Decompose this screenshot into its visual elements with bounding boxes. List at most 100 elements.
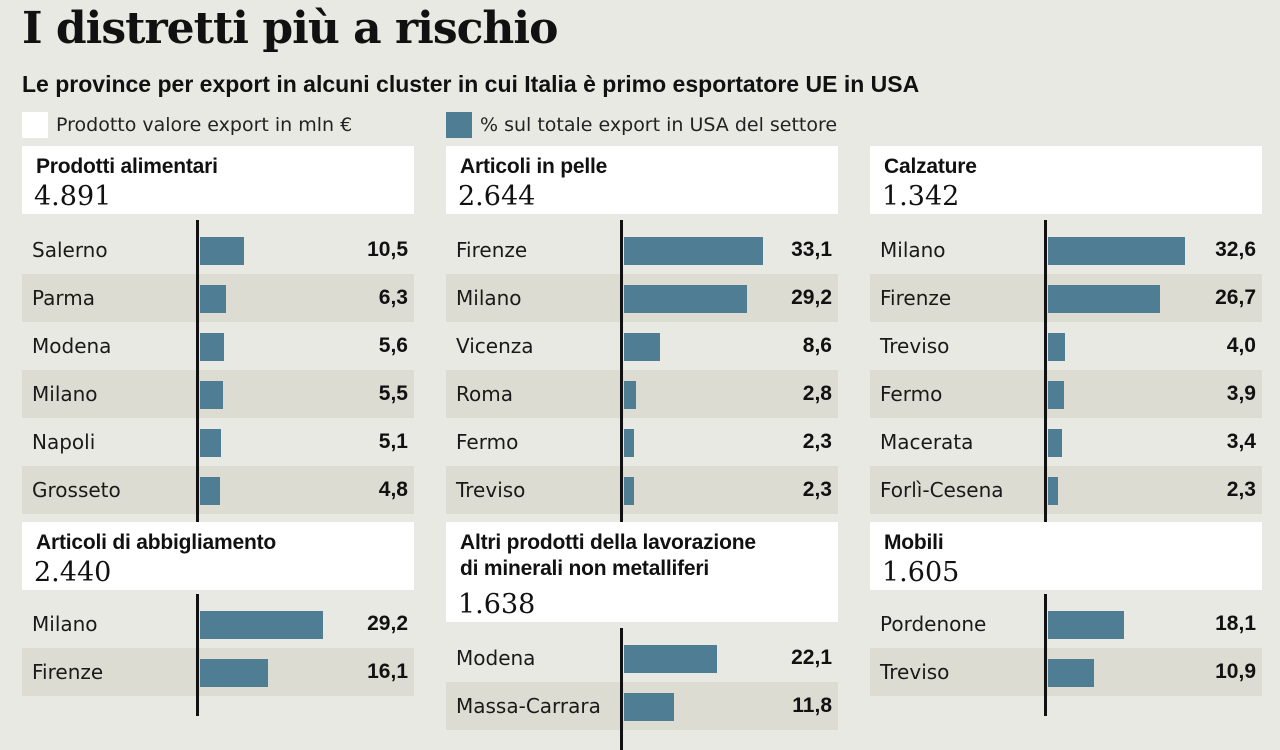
- share-bar: [624, 693, 674, 721]
- province-name: Grosseto: [32, 478, 121, 502]
- sector-total-export: 2.644: [458, 181, 536, 212]
- share-bar: [200, 381, 223, 409]
- share-bar: [1048, 237, 1185, 265]
- province-name: Firenze: [880, 286, 952, 310]
- province-row: Treviso 4,0: [870, 322, 1262, 370]
- page-subtitle: Le province per export in alcuni cluster…: [22, 71, 920, 97]
- share-value-label: 3,4: [1226, 430, 1256, 453]
- sector-total-export: 4.891: [34, 181, 112, 212]
- province-row: Treviso 10,9: [870, 648, 1262, 696]
- province-name: Treviso: [456, 478, 526, 502]
- panel-header: Altri prodotti della lavorazione di mine…: [446, 522, 838, 622]
- province-name: Roma: [456, 382, 513, 406]
- province-row: Milano 29,2: [446, 274, 838, 322]
- share-bar: [200, 611, 323, 639]
- share-value-label: 2,3: [802, 430, 832, 453]
- legend-percent-share-label: % sul totale export in USA del settore: [480, 114, 838, 136]
- province-row: Fermo 3,9: [870, 370, 1262, 418]
- legend-bar-swatch: [446, 112, 472, 138]
- share-value-label: 2,3: [802, 478, 832, 501]
- province-row: Firenze 33,1: [446, 226, 838, 274]
- share-bar: [1048, 477, 1058, 505]
- share-bar: [200, 285, 226, 313]
- province-name: Modena: [32, 334, 112, 358]
- province-row: Milano 5,5: [22, 370, 414, 418]
- sector-total-export: 1.605: [882, 557, 960, 588]
- sector-total-export: 1.342: [882, 181, 960, 212]
- province-name: Treviso: [880, 660, 950, 684]
- sector-name: Articoli in pelle: [460, 155, 608, 178]
- bar-axis-line: [196, 220, 199, 534]
- share-bar: [624, 237, 763, 265]
- share-value-label: 4,8: [378, 478, 408, 501]
- share-bar: [1048, 659, 1094, 687]
- province-name: Salerno: [32, 238, 108, 262]
- share-value-label: 22,1: [791, 646, 832, 669]
- panel-header: Mobili 1.605: [870, 522, 1262, 590]
- page-title: I distretti più a rischio: [22, 3, 558, 54]
- share-value-label: 10,5: [367, 238, 408, 261]
- share-bar: [624, 429, 634, 457]
- province-row: Grosseto 4,8: [22, 466, 414, 514]
- sector-name: Mobili: [884, 531, 944, 554]
- share-bar: [624, 333, 660, 361]
- province-row: Roma 2,8: [446, 370, 838, 418]
- share-bar: [200, 333, 224, 361]
- legend-export-value: Prodotto valore export in mln €: [22, 111, 352, 139]
- province-row: Milano 32,6: [870, 226, 1262, 274]
- share-value-label: 3,9: [1226, 382, 1256, 405]
- share-value-label: 2,8: [802, 382, 832, 405]
- sector-name: Articoli di abbigliamento: [36, 531, 277, 554]
- province-name: Pordenone: [880, 612, 987, 636]
- share-value-label: 4,0: [1226, 334, 1256, 357]
- province-row: Firenze 16,1: [22, 648, 414, 696]
- panel-header: Prodotti alimentari 4.891: [22, 146, 414, 214]
- share-bar: [200, 237, 244, 265]
- province-row: Modena 22,1: [446, 634, 838, 682]
- bar-axis-line: [620, 628, 623, 750]
- province-name: Massa-Carrara: [456, 694, 601, 718]
- share-value-label: 26,7: [1215, 286, 1256, 309]
- share-value-label: 6,3: [378, 286, 408, 309]
- share-bar: [200, 477, 220, 505]
- share-value-label: 5,5: [378, 382, 408, 405]
- share-value-label: 5,1: [378, 430, 408, 453]
- share-bar: [624, 477, 634, 505]
- province-row: Pordenone 18,1: [870, 600, 1262, 648]
- province-name: Macerata: [880, 430, 974, 454]
- share-bar: [1048, 285, 1160, 313]
- share-bar: [1048, 429, 1062, 457]
- share-bar: [624, 381, 636, 409]
- sector-name: Altri prodotti della lavorazione di mine…: [460, 531, 756, 580]
- bar-axis-line: [1044, 220, 1047, 534]
- province-name: Modena: [456, 646, 536, 670]
- share-value-label: 33,1: [791, 238, 832, 261]
- sector-total-export: 2.440: [34, 557, 112, 588]
- share-value-label: 32,6: [1215, 238, 1256, 261]
- province-row: Firenze 26,7: [870, 274, 1262, 322]
- province-name: Milano: [32, 612, 98, 636]
- legend-percent-share: % sul totale export in USA del settore: [446, 111, 837, 139]
- share-bar: [1048, 381, 1064, 409]
- province-row: Massa-Carrara 11,8: [446, 682, 838, 730]
- province-row: Napoli 5,1: [22, 418, 414, 466]
- province-row: Treviso 2,3: [446, 466, 838, 514]
- bar-axis-line: [1044, 594, 1047, 716]
- sector-name: Prodotti alimentari: [36, 155, 218, 178]
- sector-name: Calzature: [884, 155, 977, 178]
- legend-export-value-label: Prodotto valore export in mln €: [56, 114, 353, 136]
- province-name: Milano: [880, 238, 946, 262]
- province-row: Forlì-Cesena 2,3: [870, 466, 1262, 514]
- share-value-label: 16,1: [367, 660, 408, 683]
- bar-axis-line: [196, 594, 199, 716]
- share-bar: [624, 285, 747, 313]
- province-name: Treviso: [880, 334, 950, 358]
- province-name: Milano: [32, 382, 98, 406]
- province-row: Macerata 3,4: [870, 418, 1262, 466]
- province-name: Firenze: [456, 238, 528, 262]
- share-bar: [200, 659, 268, 687]
- province-name: Parma: [32, 286, 96, 310]
- province-name: Forlì-Cesena: [880, 478, 1004, 502]
- share-value-label: 18,1: [1215, 612, 1256, 635]
- province-name: Milano: [456, 286, 522, 310]
